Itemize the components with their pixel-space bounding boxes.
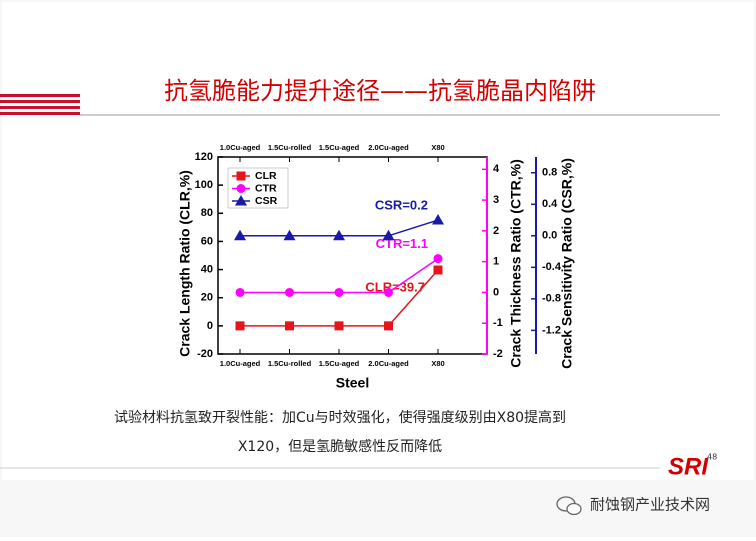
tick-label: 0.8 xyxy=(542,167,557,179)
tick-label: 80 xyxy=(201,207,213,219)
title-stripes xyxy=(0,94,80,115)
marker xyxy=(433,265,443,275)
x-tick-label: 1.5Cu-rolled xyxy=(268,359,312,368)
marker xyxy=(384,321,393,331)
x-top-label: X80 xyxy=(431,143,444,152)
x-axis-title: Steel xyxy=(336,375,369,391)
value-label: CTR=1.1 xyxy=(376,236,428,251)
marker xyxy=(235,287,245,297)
slide-title: 抗氢脆能力提升途径——抗氢脆晶内陷阱 xyxy=(164,77,596,105)
marker xyxy=(433,254,443,264)
x-tick-label: 2.0Cu-aged xyxy=(368,359,409,368)
tick-label: -0.4 xyxy=(542,261,562,273)
legend-box xyxy=(227,167,289,209)
marker xyxy=(283,229,296,241)
watermark: 耐蚀钢产业技术网 xyxy=(590,496,710,514)
tick-label: 2 xyxy=(493,225,499,237)
marker xyxy=(236,171,246,181)
x-top-label: 1.5Cu-aged xyxy=(319,143,360,152)
marker xyxy=(333,229,345,241)
caption-line: X120，但是氢脆敏感性反而降低 xyxy=(238,438,442,455)
marker xyxy=(235,195,247,206)
x-tick-label: 1.5Cu-aged xyxy=(319,359,360,368)
marker xyxy=(234,229,246,241)
tick-label: -1 xyxy=(493,317,503,329)
tick-label: -1.2 xyxy=(542,324,561,336)
x-top-label: 1.5Cu-rolled xyxy=(268,143,312,152)
tick-label: -20 xyxy=(197,348,213,360)
legend-label: CSR xyxy=(255,195,278,207)
marker xyxy=(334,287,344,297)
legend-label: CTR xyxy=(255,182,277,194)
caption-line: 试验材料抗氢致开裂性能：加Cu与时效强化，使得强度级别由X80提高到 xyxy=(114,409,566,426)
y-axis-title: Crack Sensitivity Ratio (CSR,%) xyxy=(559,158,575,369)
marker xyxy=(382,229,395,241)
tick-label: -2 xyxy=(493,348,503,360)
tick-label: 0.0 xyxy=(542,230,557,242)
tick-label: 0 xyxy=(207,320,213,332)
marker xyxy=(334,321,344,331)
tick-label: 0.4 xyxy=(542,198,558,210)
marker xyxy=(384,287,393,297)
marker xyxy=(285,321,294,331)
tick-label: 3 xyxy=(493,194,499,206)
logo: SRI xyxy=(668,453,709,480)
x-tick-label: 1.0Cu-aged xyxy=(220,359,261,368)
tick-label: 20 xyxy=(201,292,213,304)
tick-label: 1 xyxy=(493,256,499,268)
x-top-label: 2.0Cu-aged xyxy=(368,143,409,152)
marker xyxy=(432,214,444,225)
slide-body xyxy=(2,2,754,480)
marker xyxy=(285,287,294,297)
tick-label: -0.8 xyxy=(542,293,561,305)
tick-label: 120 xyxy=(195,151,213,163)
tick-label: 60 xyxy=(201,235,213,247)
x-top-label: 1.0Cu-aged xyxy=(220,143,261,152)
chart: -20 0 20 40 60 80 100 120 -2 -1 0 1 2 3 4 -1.2 -0.8 -0.4 0… xyxy=(177,143,575,391)
marker xyxy=(235,321,245,331)
tick-label: 4 xyxy=(493,163,500,175)
tick-label: 100 xyxy=(195,179,213,191)
value-label: CLR=39.7 xyxy=(365,279,425,294)
y-axis-title: Crack Length Ratio (CLR,%) xyxy=(177,170,193,357)
tick-label: 40 xyxy=(201,263,213,275)
value-label: CSR=0.2 xyxy=(375,197,428,212)
x-tick-label: X80 xyxy=(431,359,444,368)
page-number: 48 xyxy=(707,453,717,462)
legend-label: CLR xyxy=(255,170,277,182)
marker xyxy=(236,184,246,193)
y-axis-title: Crack Thickness Ratio (CTR,%) xyxy=(508,159,524,368)
wechat-icon xyxy=(556,496,582,516)
tick-label: 0 xyxy=(493,286,499,298)
